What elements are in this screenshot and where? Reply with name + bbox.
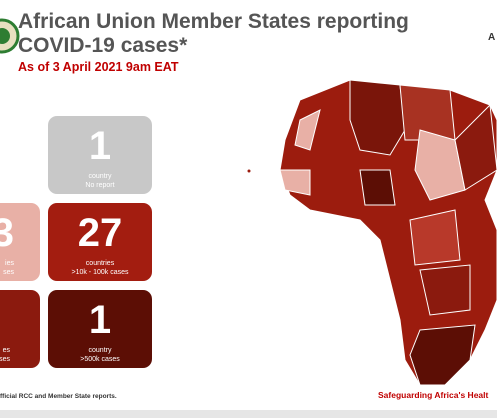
tile-label: k cases (0, 356, 10, 363)
subtitle: As of 3 April 2021 9am EAT (18, 60, 179, 74)
tile-label: No report (85, 182, 115, 189)
tile-label: ies (5, 260, 14, 267)
tile-label: country (88, 347, 112, 354)
tile-label: >500k cases (80, 356, 120, 363)
slogan: Safeguarding Africa's Healt (378, 390, 489, 400)
corner-text: A (488, 32, 496, 43)
tile: 27 countries >10k - 100k cases (48, 203, 152, 281)
tile-number (0, 298, 40, 342)
tile-label: countries (85, 260, 115, 267)
tile-label: es (2, 347, 10, 354)
tile-number: 1 (88, 298, 112, 342)
source-note: fficial RCC and Member State reports. (0, 393, 117, 400)
tile: 3 ies ses (0, 203, 40, 281)
tile-label: >10k - 100k cases (71, 269, 129, 276)
tile-number: 27 (77, 211, 123, 255)
tile: 1 country >500k cases (48, 290, 152, 368)
tile-number: 1 (88, 124, 112, 168)
tile: es k cases (0, 290, 40, 368)
tile: 1 country No report (48, 116, 152, 194)
africa-map (247, 79, 497, 386)
logo (0, 18, 20, 54)
tile-label: ses (3, 269, 14, 276)
title: COVID-19 cases* (18, 34, 188, 57)
bottom-strip (0, 410, 497, 418)
title: African Union Member States reporting (18, 10, 409, 33)
tile-number: 3 (0, 211, 14, 255)
tile-label: country (88, 173, 112, 180)
